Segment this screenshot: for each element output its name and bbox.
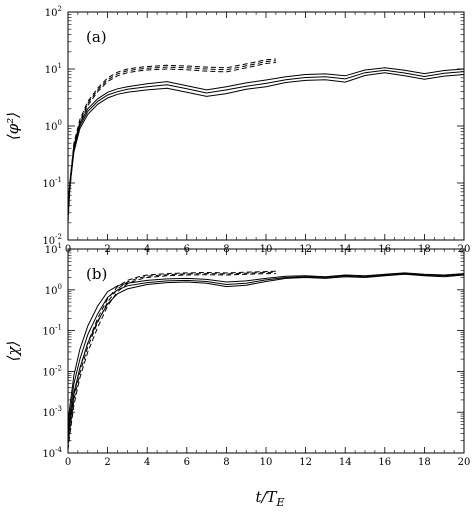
series-line-dashed-4 (67, 271, 276, 446)
y-tick-label: 100 (45, 283, 62, 297)
panel-a: 0246810121416182010-210-1100101102(a)⟨φ²… (4, 5, 470, 255)
y-tick-label: 10-2 (42, 364, 62, 378)
series-line-dashed-3 (67, 62, 276, 223)
y-axis-label: ⟨φ²⟩ (4, 112, 22, 140)
y-tick-label: 10-1 (42, 324, 62, 338)
y-tick-label: 101 (45, 62, 62, 76)
x-tick-label: 20 (458, 457, 471, 468)
series-line-dashed-4 (67, 60, 276, 221)
y-axis-label: ⟨χ⟩ (4, 341, 22, 362)
x-tick-label: 18 (418, 457, 431, 468)
y-tick-label: 102 (45, 5, 62, 19)
panel-b: 0 2 4 6 8 10 12 14 16 18 20 10-4 10-3 10-2 10-1 100 101 (… (4, 242, 470, 468)
y-tick-label: 10-4 (42, 446, 62, 460)
series-line-dashed-5 (67, 270, 276, 441)
panel-label: (a) (86, 28, 107, 46)
x-tick-label: 6 (184, 457, 190, 468)
series-line-solid-2 (67, 67, 465, 206)
y-tick-label: 101 (45, 242, 62, 256)
y-tick-label: 10-1 (42, 176, 62, 190)
y-tick-label: 100 (45, 119, 62, 133)
series-line-solid-0 (67, 273, 465, 441)
series-line-dashed-5 (67, 58, 276, 219)
x-tick-label: 10 (260, 457, 273, 468)
x-tick-label: 14 (339, 457, 352, 468)
y-tick-label: 10-2 (42, 233, 62, 247)
series-line-solid-1 (67, 273, 465, 434)
plot-frame (67, 11, 465, 241)
x-tick-label: 0 (65, 457, 71, 468)
x-tick-label: 4 (144, 457, 150, 468)
y-tick-label: 10-3 (42, 405, 62, 419)
series-line-solid-2 (67, 272, 465, 425)
x-tick-label: 2 (104, 457, 110, 468)
series-line-solid-0 (67, 72, 465, 213)
x-tick-label: 16 (378, 457, 391, 468)
x-axis-label: t/TE (255, 488, 284, 509)
x-tick-label: 12 (299, 457, 312, 468)
series-line-solid-1 (67, 69, 465, 210)
panel-label: (b) (86, 265, 107, 283)
x-tick-label: 8 (223, 457, 229, 468)
series-line-dashed-3 (67, 273, 276, 450)
